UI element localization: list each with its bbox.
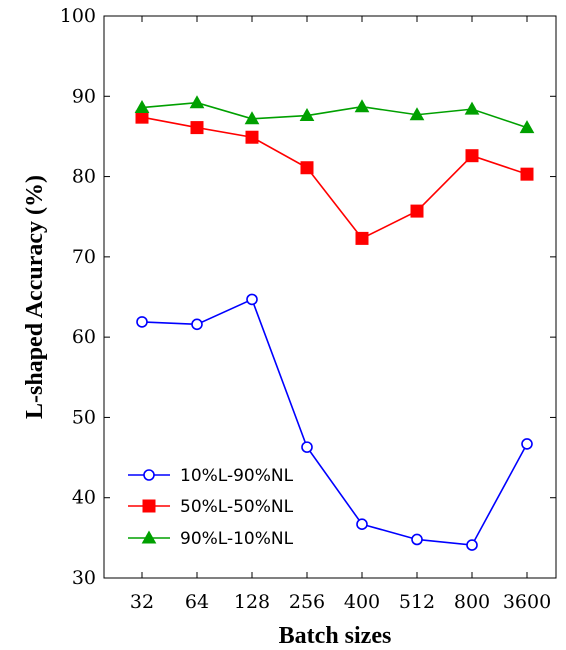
plot-area	[104, 16, 556, 578]
tick-labels: 30 40 50 60 70 80 90 100 32 64 128 256 400 512 800 3600	[60, 5, 551, 613]
series-1-point	[247, 294, 257, 304]
legend-entry: 50%L-50%NL	[128, 497, 294, 517]
legend-entry: 90%L-10%NL	[128, 529, 294, 549]
y-axis-title: L-shaped Accuracy (%)	[22, 175, 48, 419]
x-tick-label: 400	[344, 591, 380, 613]
y-tick-label: 30	[72, 567, 96, 589]
series-3-point	[191, 96, 204, 108]
y-tick-label: 60	[72, 326, 96, 348]
series-2-point	[246, 131, 258, 143]
series-2-point	[466, 150, 478, 162]
y-tick-label: 50	[72, 406, 96, 428]
legend-marker	[144, 470, 154, 480]
x-axis-title: Batch sizes	[279, 623, 392, 649]
series-1-point	[522, 439, 532, 449]
y-tick-label: 90	[72, 85, 96, 107]
x-tick-label: 128	[234, 591, 270, 613]
series-2-point	[356, 232, 368, 244]
series-3-point	[356, 100, 369, 112]
series-1-point	[357, 519, 367, 529]
legend-entry: 10%L-90%NL	[128, 466, 294, 486]
x-tick-label: 64	[185, 591, 209, 613]
legend-marker	[143, 500, 155, 512]
series-2	[136, 111, 533, 244]
series-2-point	[301, 162, 313, 174]
y-tick-label: 80	[72, 166, 96, 188]
series-1-point	[192, 319, 202, 329]
x-tick-label: 256	[289, 591, 325, 613]
series-2-point	[521, 168, 533, 180]
series-1-point	[467, 540, 477, 550]
series-2-line	[142, 117, 527, 238]
legend-label: 90%L-10%NL	[180, 529, 294, 549]
legend-label: 10%L-90%NL	[180, 466, 294, 486]
y-tick-label: 40	[72, 487, 96, 509]
series-1-point	[412, 534, 422, 544]
y-tick-label: 70	[72, 246, 96, 268]
legend-label: 50%L-50%NL	[180, 497, 294, 517]
y-tick-label: 100	[60, 5, 96, 27]
legend: 10%L-90%NL 50%L-50%NL 90%L-10%NL	[128, 466, 294, 549]
plot-frame	[104, 16, 556, 578]
series-2-point	[411, 205, 423, 217]
x-tick-label: 512	[399, 591, 435, 613]
series-1-point	[302, 442, 312, 452]
series-3-point	[466, 103, 479, 115]
x-tick-label: 800	[454, 591, 490, 613]
x-tick-label: 3600	[503, 591, 551, 613]
series-2-point	[191, 122, 203, 134]
series-1-point	[137, 317, 147, 327]
x-tick-label: 32	[130, 591, 154, 613]
